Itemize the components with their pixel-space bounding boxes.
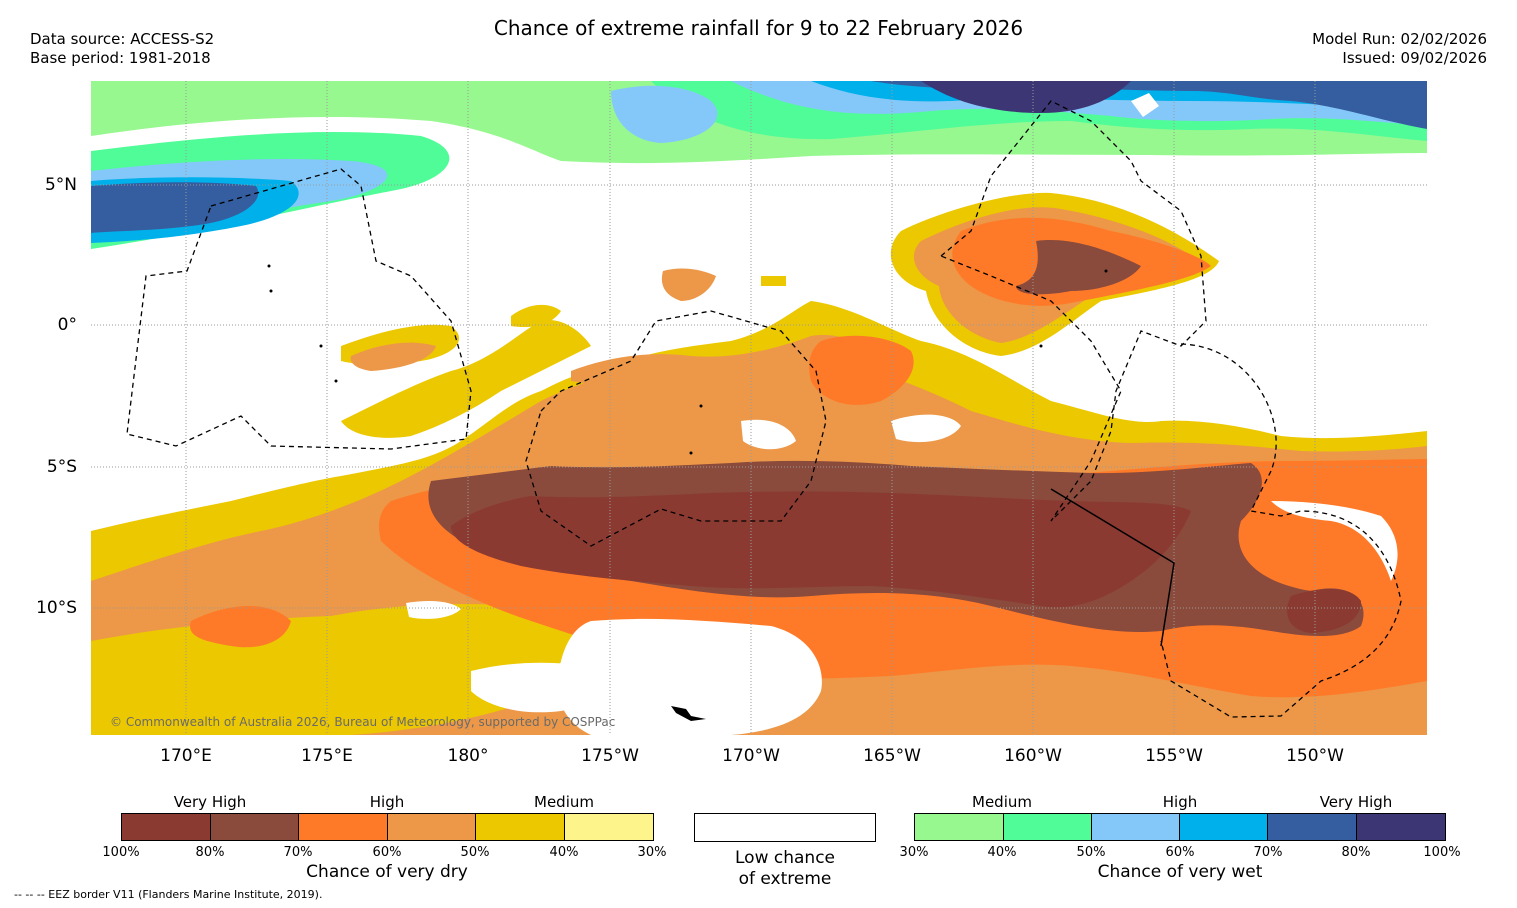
copyright-note: © Commonwealth of Australia 2026, Bureau… <box>110 715 616 729</box>
eez-border-note: -- -- -- EEZ border V11 (Flanders Marine… <box>14 888 323 901</box>
wet-legend-caption: Chance of very wet <box>1097 862 1263 882</box>
dry-tick-60: 60% <box>372 845 402 860</box>
dry-legend-caption: Chance of very dry <box>306 862 468 882</box>
islands <box>267 264 1108 721</box>
dry-category-medium: Medium <box>534 793 594 811</box>
wet-tick-70: 70% <box>1253 845 1283 860</box>
dry-swatch-6 <box>565 814 653 840</box>
lon-label-175w: 175°W <box>581 746 639 766</box>
wet-category-medium: Medium <box>972 793 1032 811</box>
wet-tick-60: 60% <box>1165 845 1195 860</box>
lon-label-175e: 175°E <box>301 746 353 766</box>
low-chance-swatch <box>694 813 876 842</box>
dry-tick-80: 80% <box>195 845 225 860</box>
wet-swatch-3 <box>1091 814 1181 840</box>
lon-label-150w: 150°W <box>1286 746 1344 766</box>
dry-swatch-3 <box>299 814 388 840</box>
wet-legend-colorbar <box>914 813 1446 841</box>
dry-swatch-4 <box>388 814 476 840</box>
wet-swatch-2 <box>1003 814 1092 840</box>
low-chance-caption: Low chance of extreme <box>685 848 885 890</box>
dry-tick-40: 40% <box>549 845 579 860</box>
low-chance-line-2: of extreme <box>738 869 832 889</box>
map-title: Chance of extreme rainfall for 9 to 22 F… <box>493 16 1024 40</box>
dry-category-very-high: Very High <box>173 793 247 811</box>
wet-swatch-4 <box>1180 814 1269 840</box>
lon-label-165w: 165°W <box>863 746 921 766</box>
wet-tick-80: 80% <box>1341 845 1371 860</box>
dry-tick-30: 30% <box>637 845 667 860</box>
lon-label-180: 180° <box>447 746 489 766</box>
dry-region-central <box>91 301 1427 735</box>
wet-tick-100: 100% <box>1423 845 1461 860</box>
wet-swatch-1 <box>915 814 1004 840</box>
run-info: Model Run: 02/02/2026 Issued: 09/02/2026 <box>1312 30 1487 68</box>
dry-swatch-1 <box>122 814 211 840</box>
dry-region-north <box>661 192 1219 356</box>
base-period-label: Base period: 1981-2018 <box>30 49 211 67</box>
wet-tick-40: 40% <box>987 845 1017 860</box>
issued-label: Issued: 09/02/2026 <box>1342 49 1487 67</box>
dry-tick-50: 50% <box>460 845 490 860</box>
wet-swatch-5 <box>1268 814 1358 840</box>
eez-solid-border <box>1050 488 1175 647</box>
low-chance-line-1: Low chance <box>735 848 835 868</box>
dry-swatch-2 <box>211 814 299 840</box>
dry-swatch-5 <box>476 814 565 840</box>
rainfall-map <box>91 81 1427 735</box>
model-run-label: Model Run: 02/02/2026 <box>1312 30 1487 48</box>
lon-label-170w: 170°W <box>722 746 780 766</box>
data-source-label: Data source: ACCESS-S2 <box>30 30 215 48</box>
map-gridlines <box>91 81 1427 735</box>
wet-category-high: High <box>1162 793 1198 811</box>
lat-label-5n: 5°N <box>44 175 77 195</box>
dry-tick-100: 100% <box>102 845 140 860</box>
lon-label-155w: 155°W <box>1145 746 1203 766</box>
lat-label-0: 0° <box>57 315 77 335</box>
wet-tick-30: 30% <box>899 845 929 860</box>
data-source-info: Data source: ACCESS-S2 Base period: 1981… <box>30 30 214 68</box>
dry-legend-colorbar <box>121 813 654 841</box>
wet-tick-50: 50% <box>1076 845 1106 860</box>
dry-tick-70: 70% <box>283 845 313 860</box>
dry-category-high: High <box>369 793 405 811</box>
lon-label-170e: 170°E <box>160 746 212 766</box>
lon-label-160w: 160°W <box>1004 746 1062 766</box>
wet-category-very-high: Very High <box>1319 793 1393 811</box>
lat-label-5s: 5°S <box>46 457 77 477</box>
rainfall-map-canvas <box>91 81 1427 735</box>
eez-borders <box>126 100 1402 718</box>
wet-region-north <box>91 81 1427 249</box>
lat-label-10s: 10°S <box>36 598 77 618</box>
wet-swatch-6 <box>1357 814 1445 840</box>
